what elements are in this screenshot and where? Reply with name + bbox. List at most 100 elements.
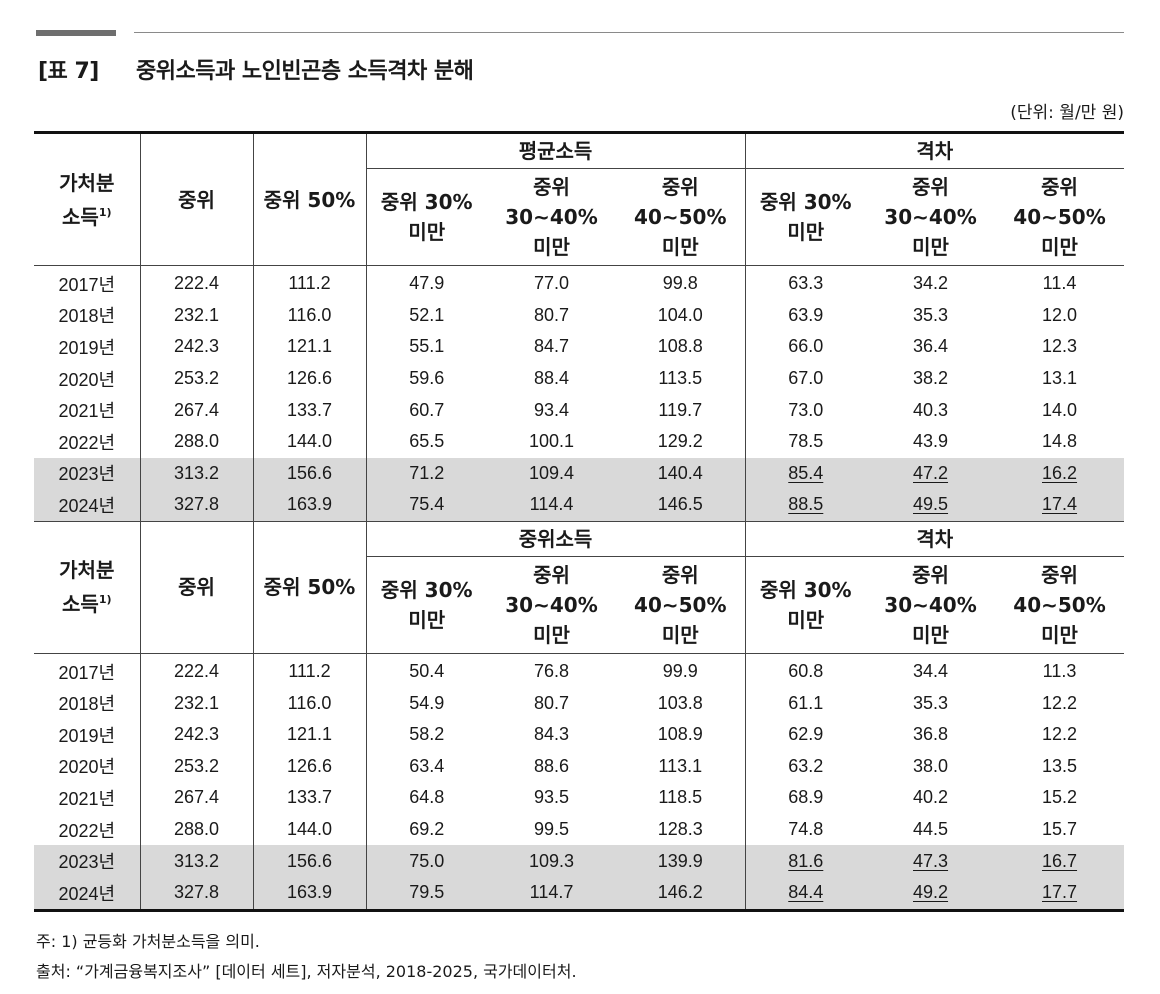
cell-value: 253.2 (173, 755, 220, 776)
cell-g2: 76.8 (487, 653, 616, 687)
col-header-text: 가처분 (59, 170, 115, 195)
cell-value: 38.2 (913, 368, 949, 389)
cell-d1: 63.3 (745, 266, 866, 300)
cell-g2: 114.7 (487, 876, 616, 912)
cell-value: 67.0 (788, 368, 824, 389)
sub-col-header-text: 40∼50% (634, 205, 727, 229)
cell-d3: 12.3 (995, 331, 1124, 363)
cell-median: 242.3 (140, 331, 254, 363)
cell-value: 111.2 (288, 661, 331, 682)
title-accent-bar (36, 30, 116, 36)
cell-d2: 34.4 (866, 653, 995, 687)
cell-value: 14.0 (1042, 399, 1078, 420)
cell-value: 327.8 (173, 494, 220, 515)
col-header-text: 중위 50% (263, 187, 356, 212)
cell-g3: 128.3 (616, 813, 746, 846)
cell-value: 156.6 (286, 462, 333, 483)
cell-d1: 81.6 (745, 845, 867, 877)
cell-year: 2017년 (34, 265, 141, 300)
header-row: 가처분 소득1) 중위 중위 50% 평균소득 격차 (34, 131, 1125, 266)
cell-value: 84.4 (788, 882, 824, 903)
cell-value: 267.4 (173, 787, 220, 808)
cell-value: 126.6 (286, 755, 333, 776)
sub-col-header: 중위 30∼40% 미만 (866, 168, 996, 266)
cell-value: 47.3 (913, 850, 949, 871)
cell-value: 78.5 (788, 431, 824, 452)
sub-col-header-text: 중위 (912, 175, 949, 199)
cell-d3: 13.5 (995, 751, 1124, 783)
sub-col-header-text: 중위 (533, 562, 570, 587)
cell-value: 327.8 (173, 882, 220, 903)
cell-value: 2018년 (58, 694, 116, 715)
cell-value: 163.9 (286, 494, 333, 515)
cell-value: 17.4 (1042, 494, 1078, 515)
cell-d2: 38.0 (866, 751, 995, 783)
cell-value: 34.2 (913, 273, 949, 294)
sub-col-header-text: 중위 (1041, 175, 1078, 199)
sub-col-header-text: 중위 30% (380, 190, 473, 214)
cell-d1: 88.5 (745, 489, 867, 522)
table-title-text: 중위소득과 노인빈곤층 소득격차 분해 (136, 59, 474, 84)
sub-header-row: 중위 30% 미만 중위 30∼40% 미만 중위 40∼50% 미만 중위 30% 미만 중위 30… (34, 168, 1125, 266)
col-header-text: 소득 (62, 592, 99, 617)
cell-median50: 144.0 (253, 425, 367, 458)
cell-year: 2024년 (34, 489, 141, 522)
cell-value: 13.1 (1042, 368, 1078, 389)
cell-value: 85.4 (788, 462, 824, 483)
unit-label: (단위: 월/만 원) (1010, 103, 1124, 123)
cell-median50: 111.2 (253, 265, 367, 300)
cell-value: 111.2 (288, 273, 331, 294)
sub-col-header: 중위 30∼40% 미만 (866, 556, 996, 654)
sub-col-header-text: 미만 (787, 220, 825, 244)
cell-d2: 40.2 (866, 782, 995, 814)
cell-g3: 113.1 (616, 750, 746, 783)
cell-g2: 84.3 (487, 719, 616, 751)
cell-year: 2024년 (34, 876, 141, 912)
cell-year: 2023년 (34, 845, 141, 877)
table-row: 2020년 253.2 126.6 59.6 88.4 113.5 67.0 38.2 13.1 (34, 362, 1124, 395)
cell-year: 2022년 (34, 425, 141, 458)
cell-year: 2018년 (34, 299, 141, 332)
cell-d1: 62.9 (745, 719, 866, 751)
sub-header-row: 중위 30% 미만 중위 30∼40% 미만 중위 40∼50% 미만 중위 30% 미만 중위 30… (34, 556, 1125, 654)
cell-value: 63.9 (788, 304, 824, 325)
cell-value: 2020년 (58, 369, 116, 390)
cell-d3: 12.2 (995, 719, 1124, 751)
cell-median50: 144.0 (253, 813, 367, 846)
sub-col-header-text: 중위 (661, 175, 699, 199)
cell-value: 38.0 (913, 755, 949, 776)
cell-median: 232.1 (140, 687, 254, 719)
cell-median50: 121.1 (253, 331, 367, 363)
cell-d3: 12.0 (995, 300, 1124, 332)
col-group-label: 중위소득 (518, 526, 593, 551)
cell-d2: 44.5 (866, 814, 995, 846)
sub-col-header-text: 중위 (533, 175, 570, 199)
cell-d1: 63.9 (745, 300, 866, 332)
col-header-text: 중위 (178, 187, 215, 212)
cell-median50: 156.6 (253, 845, 367, 877)
col-group-label: 격차 (916, 526, 954, 551)
cell-value: 75.0 (409, 850, 445, 871)
cell-value: 100.1 (528, 431, 575, 452)
cell-median50: 126.6 (253, 362, 367, 395)
cell-value: 118.5 (658, 787, 703, 808)
table-number: [표 7] (38, 59, 99, 84)
cell-value: 146.5 (657, 494, 703, 515)
cell-value: 64.8 (409, 787, 445, 808)
cell-median: 288.0 (140, 813, 254, 846)
cell-d2: 36.8 (866, 719, 995, 751)
sub-col-header-text: 30∼40% (884, 592, 977, 617)
cell-g1: 54.9 (366, 687, 487, 719)
cell-value: 11.4 (1042, 273, 1077, 294)
cell-d2: 35.3 (866, 687, 995, 719)
cell-year: 2019년 (34, 718, 141, 751)
cell-value: 267.4 (173, 399, 220, 420)
cell-value: 242.3 (173, 724, 220, 745)
sub-col-header-text: 30∼40% (884, 205, 977, 229)
cell-value: 35.3 (913, 304, 949, 325)
cell-value: 35.3 (913, 692, 949, 713)
cell-value: 52.1 (409, 304, 445, 325)
cell-value: 43.9 (913, 431, 949, 452)
cell-value: 68.9 (788, 787, 824, 808)
cell-year: 2023년 (34, 457, 141, 490)
